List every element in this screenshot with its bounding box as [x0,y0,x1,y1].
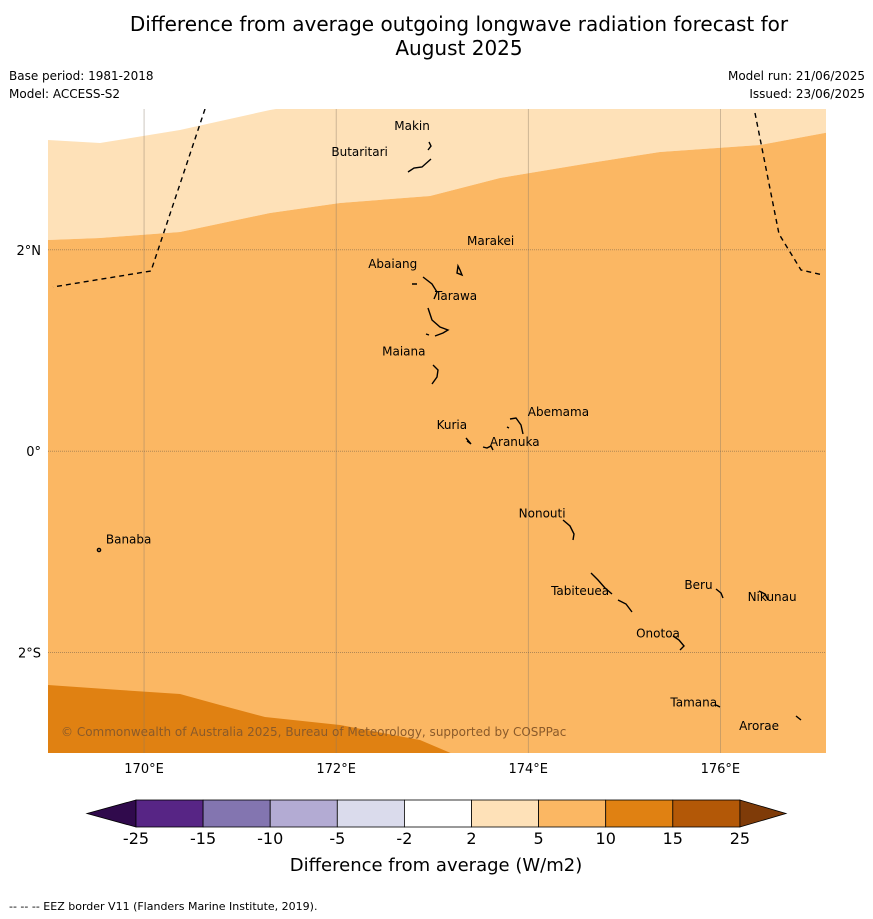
island-marakei [456,263,464,277]
island-abaiang [412,276,438,300]
base-period: Base period: 1981-2018 [9,69,154,83]
place-label-banaba: Banaba [106,533,152,547]
lon-tick-label: 172°E [316,762,356,777]
place-label-aranuka: Aranuka [490,435,540,449]
island-arorae [795,715,802,721]
eez-borders [52,109,824,288]
place-label-makin: Makin [394,119,430,133]
colorbar-tick-label: -5 [329,829,345,848]
colorbar-bin [605,799,674,828]
place-label-abaiang: Abaiang [368,257,417,271]
title-line-1: Difference from average outgoing longwav… [129,12,789,36]
place-label-tabiteuea: Tabiteuea [550,584,609,598]
map-area: Makin Butaritari Marakei Abaiang Tarawa Maian… [48,109,826,753]
colorbar-bin [135,799,204,828]
colorbar: -25 -15 -10 -5 -2 2 5 10 15 25 [85,799,788,848]
island-onotoa [672,635,685,651]
colorbar-tick-label: 2 [466,829,476,848]
place-label-kuria: Kuria [437,418,468,432]
colorbar-bin [403,799,472,828]
place-label-abemama: Abemama [528,405,589,419]
place-label-onotoa: Onotoa [636,626,680,640]
graticule [48,109,826,753]
colorbar-tick-label: -2 [396,829,412,848]
island-tamana [715,704,721,708]
forecast-band-5-to-10 [48,132,826,753]
lat-tick-label: 2°S [18,646,41,661]
island-nikunau [758,590,769,601]
footer-note: -- -- -- EEZ border V11 (Flanders Marine… [9,900,318,913]
colorbar-under-arrow [85,799,137,828]
colorbar-bin [538,799,607,828]
title-line-2: August 2025 [395,36,523,60]
model-run: Model run: 21/06/2025 [727,69,865,83]
colorbar-bin [202,799,271,828]
model-name: Model: ACCESS-S2 [9,87,121,101]
colorbar-tick-label: 10 [596,829,616,848]
island-banaba [96,547,102,553]
eez-border-east [754,112,824,276]
place-labels: Makin Butaritari Marakei Abaiang Tarawa Maian… [106,119,797,733]
island-kuria [465,437,472,445]
island-tarawa [425,307,450,337]
colorbar-bin [269,799,338,828]
colorbar-tick-label: 25 [730,829,750,848]
meta-right: Model run: 21/06/2025 Issued: 23/06/2025 [728,67,865,103]
lon-tick-label: 174°E [508,762,548,777]
island-tabiteuea [590,572,633,613]
lat-tick-label: 0° [26,445,41,460]
place-label-nikunau: Nikunau [748,590,797,604]
place-label-beru: Beru [684,578,712,592]
place-label-maiana: Maiana [382,345,425,359]
place-label-tarawa: Tarawa [434,289,477,303]
issued-date: Issued: 23/06/2025 [749,87,865,101]
island-outlines [96,141,802,721]
colorbar-tick-label: -10 [257,829,283,848]
island-makin [427,141,432,151]
chart-title: Difference from average outgoing longwav… [0,12,873,60]
lon-tick-label: 176°E [701,762,741,777]
map-figure: Makin Butaritari Marakei Abaiang Tarawa Maian… [17,109,826,876]
colorbar-over-arrow [739,799,788,828]
forecast-band-2-to-5 [48,109,826,240]
colorbar-bin [471,799,539,828]
axis-labels: 170°E 172°E 174°E 176°E 2°N 0° 2°S [17,244,741,777]
island-beru [715,588,724,599]
copyright-notice: © Commonwealth of Australia 2025, Bureau… [61,725,566,739]
place-label-arorae: Arorae [739,719,779,733]
island-maiana [431,364,439,385]
forecast-band-10-to-15 [48,685,451,753]
place-label-butaritari: Butaritari [331,145,388,159]
colorbar-tick-label: -25 [123,829,149,848]
meta-left: Base period: 1981-2018 Model: ACCESS-S2 [9,67,154,103]
island-butaritari [407,158,432,173]
place-label-marakei: Marakei [467,234,514,248]
place-label-nonouti: Nonouti [519,507,566,521]
eez-border-west [52,109,206,288]
colorbar-bin [336,799,405,828]
island-nonouti [562,519,575,541]
lon-tick-label: 170°E [124,762,164,777]
colorbar-tick-label: 5 [534,829,544,848]
colorbar-tick-label: 15 [663,829,683,848]
legend-title: Difference from average (W/m2) [290,855,582,876]
island-abemama [506,417,524,435]
colorbar-bin [672,799,741,828]
colorbar-tick-label: -15 [190,829,216,848]
lat-tick-label: 2°N [17,244,42,259]
place-label-tamana: Tamana [669,696,717,710]
island-aranuka [482,445,494,451]
